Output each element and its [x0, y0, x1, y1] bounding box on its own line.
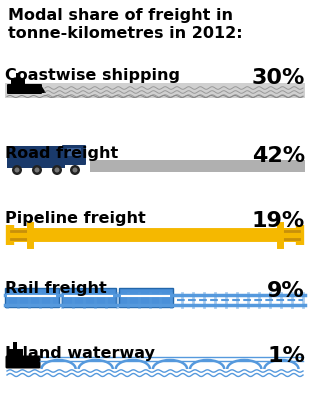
- Text: Road freight: Road freight: [5, 146, 118, 161]
- Circle shape: [70, 166, 80, 175]
- FancyBboxPatch shape: [62, 146, 86, 166]
- FancyBboxPatch shape: [281, 228, 299, 243]
- FancyBboxPatch shape: [5, 84, 305, 99]
- FancyBboxPatch shape: [16, 74, 20, 80]
- Text: 9%: 9%: [267, 280, 305, 300]
- Text: 1%: 1%: [267, 345, 305, 365]
- FancyBboxPatch shape: [61, 288, 116, 307]
- Text: tonne-kilometres in 2012:: tonne-kilometres in 2012:: [8, 26, 243, 41]
- FancyBboxPatch shape: [13, 342, 17, 350]
- FancyBboxPatch shape: [90, 161, 305, 173]
- FancyBboxPatch shape: [7, 85, 42, 95]
- Circle shape: [12, 166, 22, 175]
- Circle shape: [52, 166, 62, 175]
- FancyBboxPatch shape: [9, 349, 23, 358]
- FancyBboxPatch shape: [11, 79, 25, 87]
- Text: 19%: 19%: [252, 211, 305, 230]
- FancyBboxPatch shape: [6, 356, 41, 369]
- Text: Rail freight: Rail freight: [5, 280, 107, 295]
- Polygon shape: [38, 86, 46, 94]
- FancyBboxPatch shape: [7, 147, 65, 168]
- Text: 30%: 30%: [252, 68, 305, 88]
- FancyBboxPatch shape: [118, 288, 172, 307]
- Circle shape: [32, 166, 42, 175]
- Text: Coastwise shipping: Coastwise shipping: [5, 68, 180, 83]
- Circle shape: [55, 168, 60, 173]
- Text: Inland waterway: Inland waterway: [5, 345, 155, 360]
- Text: 42%: 42%: [252, 146, 305, 166]
- FancyBboxPatch shape: [5, 288, 59, 307]
- FancyBboxPatch shape: [67, 149, 81, 157]
- Text: Pipeline freight: Pipeline freight: [5, 211, 146, 226]
- Circle shape: [73, 168, 78, 173]
- Circle shape: [15, 168, 20, 173]
- Text: Modal share of freight in: Modal share of freight in: [8, 8, 233, 23]
- Circle shape: [34, 168, 39, 173]
- FancyBboxPatch shape: [11, 228, 29, 243]
